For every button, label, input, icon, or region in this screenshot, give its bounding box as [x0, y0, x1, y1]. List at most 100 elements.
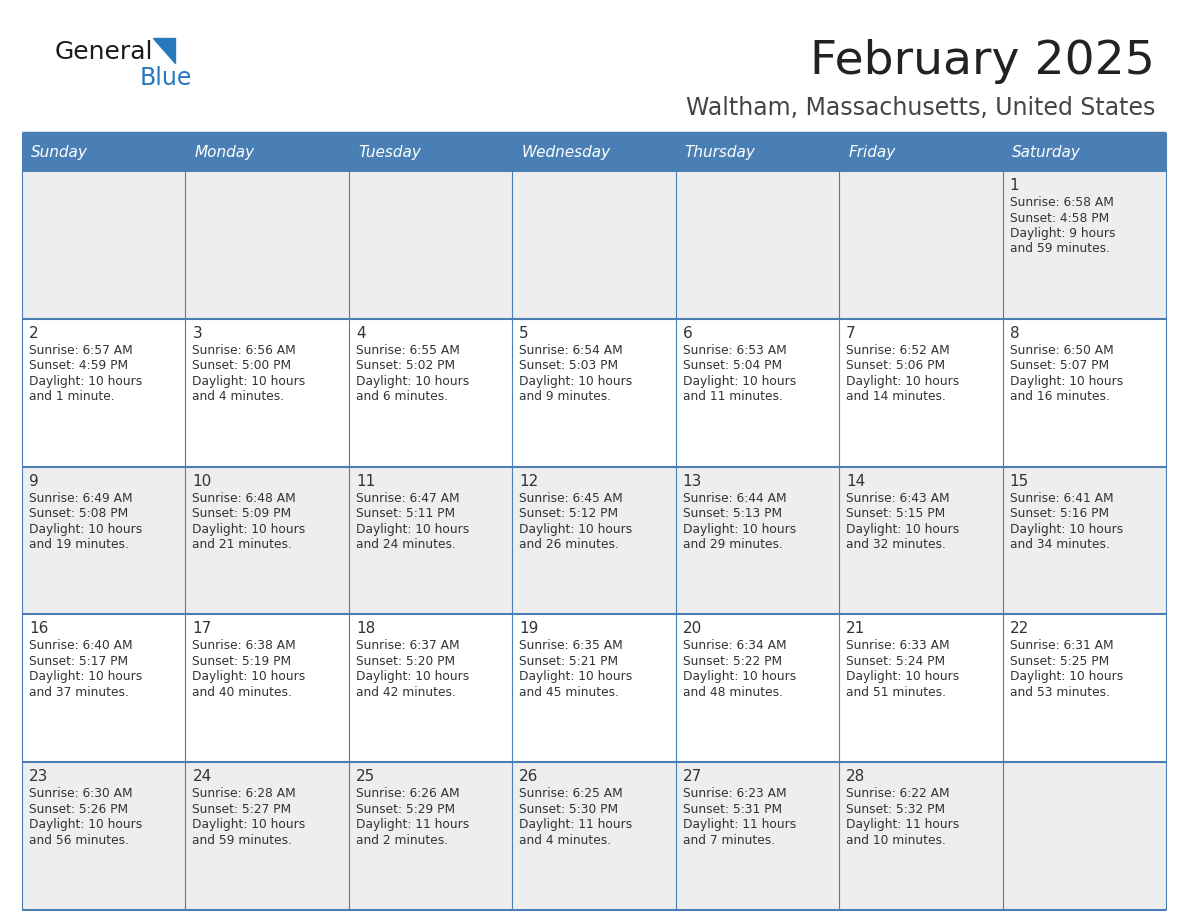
Text: 12: 12 — [519, 474, 538, 488]
Text: Sunrise: 6:56 AM: Sunrise: 6:56 AM — [192, 344, 296, 357]
Text: 16: 16 — [29, 621, 49, 636]
Text: and 37 minutes.: and 37 minutes. — [29, 686, 128, 699]
Text: Sunset: 5:17 PM: Sunset: 5:17 PM — [29, 655, 128, 668]
Text: Friday: Friday — [848, 144, 896, 160]
Text: 8: 8 — [1010, 326, 1019, 341]
Text: Sunset: 5:15 PM: Sunset: 5:15 PM — [846, 507, 946, 521]
Text: Sunrise: 6:25 AM: Sunrise: 6:25 AM — [519, 788, 623, 800]
Text: Sunset: 5:08 PM: Sunset: 5:08 PM — [29, 507, 128, 521]
Text: Sunset: 5:30 PM: Sunset: 5:30 PM — [519, 802, 619, 816]
Text: and 7 minutes.: and 7 minutes. — [683, 834, 775, 846]
Text: 18: 18 — [356, 621, 375, 636]
Bar — [512, 614, 676, 762]
Text: 9: 9 — [29, 474, 39, 488]
Text: Sunrise: 6:55 AM: Sunrise: 6:55 AM — [356, 344, 460, 357]
Bar — [1003, 319, 1165, 466]
Text: Sunset: 5:13 PM: Sunset: 5:13 PM — [683, 507, 782, 521]
Bar — [676, 319, 839, 466]
Text: 5: 5 — [519, 326, 529, 341]
Bar — [512, 133, 676, 171]
Bar — [839, 319, 1003, 466]
Text: General: General — [55, 40, 153, 64]
Text: Waltham, Massachusetts, United States: Waltham, Massachusetts, United States — [685, 96, 1155, 120]
Text: Sunrise: 6:23 AM: Sunrise: 6:23 AM — [683, 788, 786, 800]
Bar — [676, 762, 839, 910]
Text: Sunset: 5:07 PM: Sunset: 5:07 PM — [1010, 359, 1108, 373]
Bar — [1003, 466, 1165, 614]
Text: Sunrise: 6:52 AM: Sunrise: 6:52 AM — [846, 344, 950, 357]
Text: 13: 13 — [683, 474, 702, 488]
Text: Daylight: 10 hours: Daylight: 10 hours — [846, 375, 960, 387]
Text: and 21 minutes.: and 21 minutes. — [192, 538, 292, 551]
Text: Daylight: 10 hours: Daylight: 10 hours — [192, 375, 305, 387]
Text: 26: 26 — [519, 769, 538, 784]
Text: and 1 minute.: and 1 minute. — [29, 390, 114, 403]
Text: Daylight: 10 hours: Daylight: 10 hours — [29, 522, 143, 535]
Text: Sunrise: 6:40 AM: Sunrise: 6:40 AM — [29, 640, 133, 653]
Bar — [23, 171, 185, 319]
Bar — [839, 133, 1003, 171]
Text: Sunrise: 6:41 AM: Sunrise: 6:41 AM — [1010, 492, 1113, 505]
Bar — [349, 466, 512, 614]
Text: and 26 minutes.: and 26 minutes. — [519, 538, 619, 551]
Text: 7: 7 — [846, 326, 855, 341]
Text: and 59 minutes.: and 59 minutes. — [192, 834, 292, 846]
Text: 15: 15 — [1010, 474, 1029, 488]
Bar — [23, 614, 185, 762]
Bar — [1003, 762, 1165, 910]
Text: 25: 25 — [356, 769, 375, 784]
Text: and 4 minutes.: and 4 minutes. — [192, 390, 285, 403]
Text: and 59 minutes.: and 59 minutes. — [1010, 242, 1110, 255]
Bar — [512, 319, 676, 466]
Text: Sunset: 5:27 PM: Sunset: 5:27 PM — [192, 802, 291, 816]
Text: Sunrise: 6:30 AM: Sunrise: 6:30 AM — [29, 788, 133, 800]
Bar — [839, 466, 1003, 614]
Text: Blue: Blue — [140, 66, 192, 90]
Text: Daylight: 10 hours: Daylight: 10 hours — [29, 818, 143, 831]
Text: Sunrise: 6:54 AM: Sunrise: 6:54 AM — [519, 344, 623, 357]
Text: Sunset: 5:29 PM: Sunset: 5:29 PM — [356, 802, 455, 816]
Text: Sunrise: 6:44 AM: Sunrise: 6:44 AM — [683, 492, 786, 505]
Text: Daylight: 10 hours: Daylight: 10 hours — [1010, 522, 1123, 535]
Text: 28: 28 — [846, 769, 865, 784]
Bar — [676, 466, 839, 614]
Text: Sunrise: 6:31 AM: Sunrise: 6:31 AM — [1010, 640, 1113, 653]
Text: 1: 1 — [1010, 178, 1019, 193]
Text: and 4 minutes.: and 4 minutes. — [519, 834, 612, 846]
Bar — [185, 762, 349, 910]
Text: Sunrise: 6:34 AM: Sunrise: 6:34 AM — [683, 640, 786, 653]
Text: Sunset: 5:00 PM: Sunset: 5:00 PM — [192, 359, 291, 373]
Bar — [349, 762, 512, 910]
Polygon shape — [153, 38, 175, 63]
Text: 20: 20 — [683, 621, 702, 636]
Text: Daylight: 10 hours: Daylight: 10 hours — [519, 375, 632, 387]
Text: Sunset: 5:12 PM: Sunset: 5:12 PM — [519, 507, 619, 521]
Text: and 40 minutes.: and 40 minutes. — [192, 686, 292, 699]
Text: Daylight: 10 hours: Daylight: 10 hours — [356, 375, 469, 387]
Text: Sunrise: 6:50 AM: Sunrise: 6:50 AM — [1010, 344, 1113, 357]
Text: and 42 minutes.: and 42 minutes. — [356, 686, 456, 699]
Text: Sunset: 5:02 PM: Sunset: 5:02 PM — [356, 359, 455, 373]
Text: Daylight: 10 hours: Daylight: 10 hours — [29, 375, 143, 387]
Text: Sunset: 5:09 PM: Sunset: 5:09 PM — [192, 507, 291, 521]
Text: and 48 minutes.: and 48 minutes. — [683, 686, 783, 699]
Text: 21: 21 — [846, 621, 865, 636]
Text: Sunset: 5:31 PM: Sunset: 5:31 PM — [683, 802, 782, 816]
Text: Thursday: Thursday — [684, 144, 756, 160]
Bar — [23, 319, 185, 466]
Text: Sunset: 5:11 PM: Sunset: 5:11 PM — [356, 507, 455, 521]
Text: Daylight: 11 hours: Daylight: 11 hours — [846, 818, 960, 831]
Text: Sunset: 5:04 PM: Sunset: 5:04 PM — [683, 359, 782, 373]
Text: Sunset: 5:21 PM: Sunset: 5:21 PM — [519, 655, 619, 668]
Bar — [839, 171, 1003, 319]
Text: Daylight: 11 hours: Daylight: 11 hours — [519, 818, 632, 831]
Text: and 29 minutes.: and 29 minutes. — [683, 538, 783, 551]
Text: and 6 minutes.: and 6 minutes. — [356, 390, 448, 403]
Text: 14: 14 — [846, 474, 865, 488]
Text: Monday: Monday — [195, 144, 254, 160]
Text: and 9 minutes.: and 9 minutes. — [519, 390, 612, 403]
Text: Daylight: 10 hours: Daylight: 10 hours — [192, 522, 305, 535]
Text: and 19 minutes.: and 19 minutes. — [29, 538, 128, 551]
Text: Wednesday: Wednesday — [522, 144, 611, 160]
Text: Sunset: 5:19 PM: Sunset: 5:19 PM — [192, 655, 291, 668]
